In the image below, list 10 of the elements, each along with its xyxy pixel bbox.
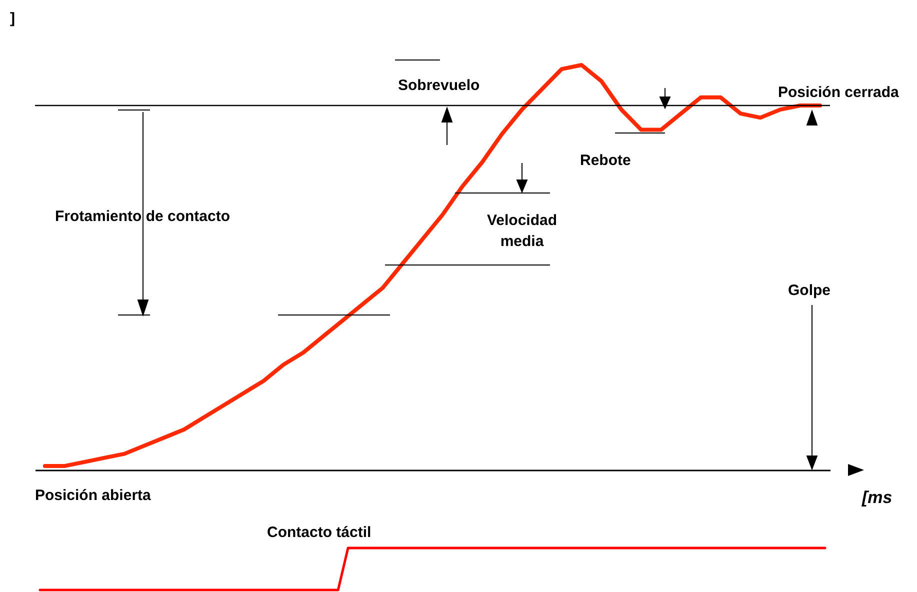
text: Posición abierta: [35, 487, 152, 504]
y-axis-title: ]: [10, 10, 15, 27]
annotation: Frotamiento de contacto: [55, 208, 230, 225]
annotation: Golpe: [788, 282, 831, 299]
annotation: Sobrevuelo: [398, 77, 480, 94]
annotation: Rebote: [580, 152, 631, 169]
text: Contacto táctil: [267, 524, 372, 541]
x-axis-title: [ms: [861, 488, 892, 507]
ref-line-label: Posición cerrada: [778, 84, 900, 101]
annotation: Velocidad media: [486, 212, 558, 250]
